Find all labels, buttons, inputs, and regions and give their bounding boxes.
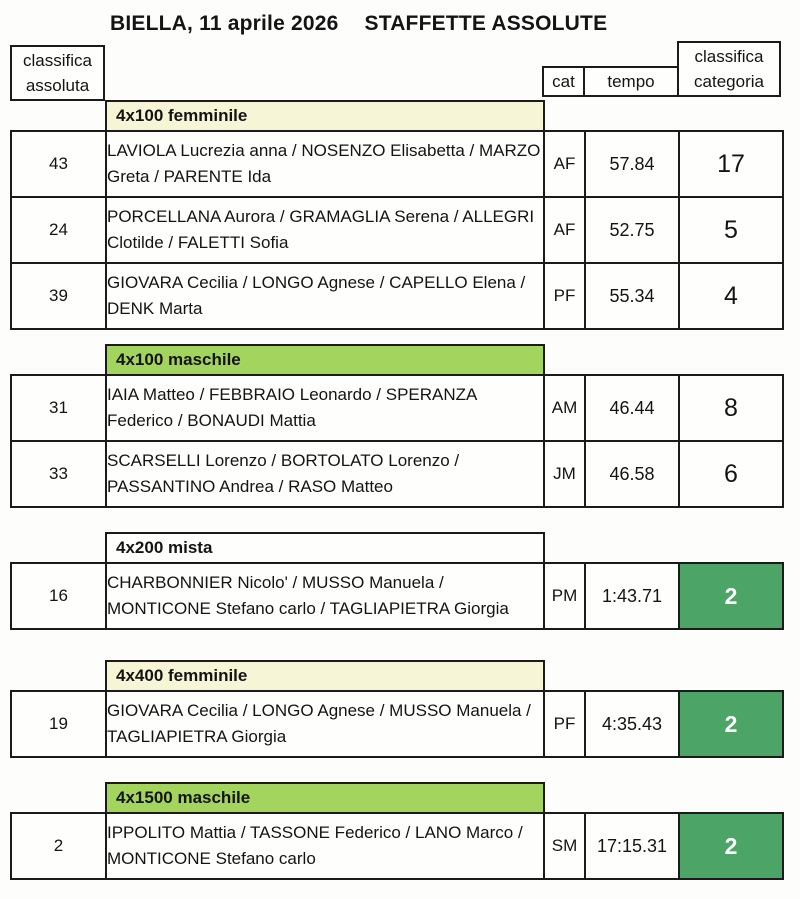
time-cell: 4:35.43 [584, 690, 680, 758]
rank-absolute-cell: 24 [10, 196, 107, 264]
result-row: 31 IAIA Matteo / FEBBRAIO Leonardo / SPE… [10, 374, 785, 442]
time-cell: 57.84 [584, 130, 680, 198]
section-header: 4x100 femminile [11, 100, 783, 132]
category-cell: PF [543, 690, 586, 758]
section-title: 4x200 mista [105, 532, 545, 564]
title-event: STAFFETTE ASSOLUTE [364, 12, 608, 35]
category-cell: AF [543, 196, 586, 264]
page-title: BIELLA, 11 aprile 2026 STAFFETTE ASSOLUTE [110, 12, 607, 36]
section-header-spacer [544, 661, 783, 691]
rank-absolute-cell: 19 [10, 690, 107, 758]
time-cell: 46.44 [584, 374, 680, 442]
result-row: 2 IPPOLITO Mattia / TASSONE Federico / L… [10, 812, 785, 880]
col-header-tempo-text: tempo [607, 71, 655, 91]
rank-absolute-cell: 31 [10, 374, 107, 442]
category-rank-cell: 4 [677, 262, 785, 330]
team-names-cell: IPPOLITO Mattia / TASSONE Federico / LAN… [105, 812, 545, 880]
category-cell: PM [543, 562, 586, 630]
section-header: 4x400 femminile [11, 660, 783, 692]
section-header-spacer [11, 101, 106, 131]
col-header-rank-absolute-line1: classifica [23, 50, 92, 70]
result-row: 43 LAVIOLA Lucrezia anna / NOSENZO Elisa… [10, 130, 785, 198]
section-header-spacer [544, 783, 783, 813]
section-title: 4x100 maschile [105, 344, 545, 376]
category-rank-cell-highlighted: 2 [677, 812, 785, 880]
col-header-rank-absolute: classifica assoluta [10, 45, 105, 101]
section-header-spacer [544, 101, 783, 131]
time-cell: 52.75 [584, 196, 680, 264]
category-rank-cell-highlighted: 2 [677, 690, 785, 758]
rank-absolute-cell: 33 [10, 440, 107, 508]
team-names-cell: IAIA Matteo / FEBBRAIO Leonardo / SPERAN… [105, 374, 545, 442]
section-header-spacer [544, 533, 783, 563]
rank-absolute-cell: 39 [10, 262, 107, 330]
section-title: 4x1500 maschile [105, 782, 545, 814]
section-table-4x1500-maschile: 4x1500 maschile 2 IPPOLITO Mattia / TASS… [10, 782, 785, 880]
result-row: 16 CHARBONNIER Nicolo' / MUSSO Manuela /… [10, 562, 785, 630]
section-table-4x400-femminile: 4x400 femminile 19 GIOVARA Cecilia / LON… [10, 660, 785, 758]
section-header: 4x200 mista [11, 532, 783, 564]
section-header-spacer [11, 783, 106, 813]
col-header-rank-category-line1: classifica [694, 46, 764, 66]
col-header-cat-text: cat [552, 71, 575, 91]
time-cell: 17:15.31 [584, 812, 680, 880]
section-title: 4x400 femminile [105, 660, 545, 692]
section-table-4x100-maschile: 4x100 maschile 31 IAIA Matteo / FEBBRAIO… [10, 344, 785, 508]
rank-absolute-cell: 43 [10, 130, 107, 198]
section-header: 4x1500 maschile [11, 782, 783, 814]
category-rank-cell: 8 [677, 374, 785, 442]
time-cell: 1:43.71 [584, 562, 680, 630]
col-header-cat: cat [542, 66, 585, 97]
category-rank-cell-highlighted: 2 [677, 562, 785, 630]
section-header-spacer [11, 345, 106, 375]
time-cell: 55.34 [584, 262, 680, 330]
category-cell: AF [543, 130, 586, 198]
team-names-cell: LAVIOLA Lucrezia anna / NOSENZO Elisabet… [105, 130, 545, 198]
team-names-cell: PORCELLANA Aurora / GRAMAGLIA Serena / A… [105, 196, 545, 264]
result-row: 19 GIOVARA Cecilia / LONGO Agnese / MUSS… [10, 690, 785, 758]
section-title: 4x100 femminile [105, 100, 545, 132]
category-cell: JM [543, 440, 586, 508]
result-row: 33 SCARSELLI Lorenzo / BORTOLATO Lorenzo… [10, 440, 785, 508]
section-header-spacer [11, 661, 106, 691]
result-row: 39 GIOVARA Cecilia / LONGO Agnese / CAPE… [10, 262, 785, 330]
section-header: 4x100 maschile [11, 344, 783, 376]
col-header-rank-category-line2: categoria [694, 72, 764, 91]
category-cell: SM [543, 812, 586, 880]
category-cell: PF [543, 262, 586, 330]
team-names-cell: GIOVARA Cecilia / LONGO Agnese / MUSSO M… [105, 690, 545, 758]
section-header-spacer [544, 345, 783, 375]
col-header-rank-absolute-text: classifica assoluta [23, 48, 92, 99]
result-row: 24 PORCELLANA Aurora / GRAMAGLIA Serena … [10, 196, 785, 264]
section-table-4x200-mista: 4x200 mista 16 CHARBONNIER Nicolo' / MUS… [10, 532, 785, 630]
col-header-rank-category: classifica categoria [677, 41, 781, 97]
col-header-rank-absolute-line2: assoluta [25, 76, 90, 95]
category-rank-cell: 5 [677, 196, 785, 264]
section-header-spacer [11, 533, 106, 563]
time-cell: 46.58 [584, 440, 680, 508]
team-names-cell: CHARBONNIER Nicolo' / MUSSO Manuela / MO… [105, 562, 545, 630]
team-names-cell: SCARSELLI Lorenzo / BORTOLATO Lorenzo / … [105, 440, 545, 508]
title-location-date: BIELLA, 11 aprile 2026 [110, 12, 339, 35]
team-names-cell: GIOVARA Cecilia / LONGO Agnese / CAPELLO… [105, 262, 545, 330]
col-header-tempo: tempo [583, 66, 679, 97]
section-table-4x100-femminile: 4x100 femminile 43 LAVIOLA Lucrezia anna… [10, 100, 785, 330]
col-header-rank-category-text: classifica categoria [694, 44, 764, 95]
category-cell: AM [543, 374, 586, 442]
rank-absolute-cell: 16 [10, 562, 107, 630]
category-rank-cell: 17 [677, 130, 785, 198]
category-rank-cell: 6 [677, 440, 785, 508]
rank-absolute-cell: 2 [10, 812, 107, 880]
